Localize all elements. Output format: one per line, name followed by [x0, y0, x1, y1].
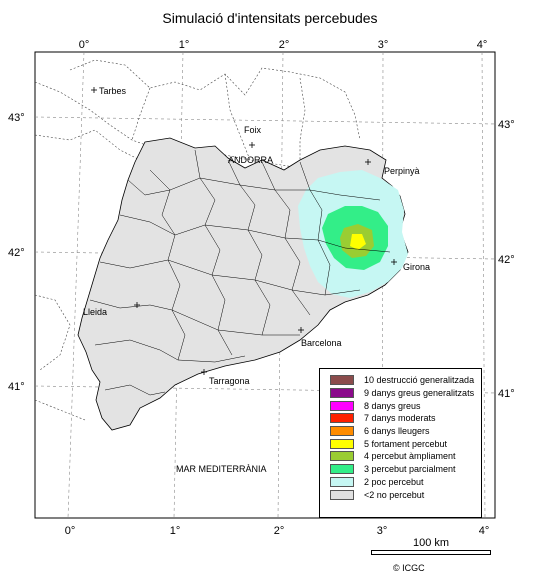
scale-label: 100 km — [412, 537, 450, 549]
legend-swatch — [330, 451, 354, 462]
place-sea: MAR MEDITERRÀNIA — [176, 464, 267, 474]
place-andorra: ANDORRA — [228, 155, 273, 165]
place-barcelona: Barcelona — [301, 338, 342, 348]
parallel-43 — [34, 116, 496, 125]
lon-bottom-4: 4° — [479, 525, 490, 537]
legend-label: 10 destrucció generalitzada — [364, 375, 475, 386]
lat-left-42: 42° — [8, 247, 25, 259]
lon-bottom-2: 2° — [274, 525, 285, 537]
border-valencia — [34, 399, 86, 421]
credit: © ICGC — [393, 563, 425, 573]
lon-top-4: 4° — [477, 39, 488, 51]
parallel-41 — [34, 385, 496, 394]
lat-right-43: 43° — [498, 119, 515, 131]
lon-bottom-1: 1° — [170, 525, 181, 537]
lon-top-3: 3° — [378, 39, 389, 51]
legend-item: 4 percebut àmpliament — [330, 450, 481, 463]
place-foix: Foix — [244, 125, 262, 135]
lon-top-0: 0° — [79, 39, 90, 51]
legend-swatch — [330, 400, 354, 411]
lon-bottom-0: 0° — [65, 525, 76, 537]
legend-label: 3 percebut parcialment — [364, 464, 456, 475]
intensity-legend: 10 destrucció generalitzada 9 danys greus… — [319, 368, 482, 518]
place-markers — [91, 87, 397, 375]
legend-swatch — [330, 413, 354, 424]
legend-swatch — [330, 489, 354, 500]
legend-item: 7 danys moderats — [330, 412, 481, 425]
place-tarbes: Tarbes — [99, 86, 127, 96]
lat-right-41: 41° — [498, 388, 515, 400]
place-girona: Girona — [403, 262, 430, 272]
scale-bar — [371, 550, 491, 555]
border-aragon — [34, 294, 71, 371]
legend-swatch — [330, 438, 354, 449]
lat-left-43: 43° — [8, 112, 25, 124]
legend-swatch — [330, 426, 354, 437]
legend-item: 6 danys lleugers — [330, 425, 481, 438]
legend-label: 8 danys greus — [364, 400, 421, 411]
comarca-boundaries — [89, 149, 391, 396]
legend-label: 6 danys lleugers — [364, 426, 430, 437]
lon-bottom-3: 3° — [377, 525, 388, 537]
legend-label: 5 fortament percebut — [364, 438, 448, 449]
legend-label: 7 danys moderats — [364, 413, 436, 424]
border-fr-dept-1 — [69, 59, 361, 141]
lon-top-2: 2° — [279, 39, 290, 51]
legend-item: 8 danys greus — [330, 399, 481, 412]
place-perpinya: Perpinyà — [384, 166, 420, 176]
legend-swatch — [330, 375, 354, 386]
legend-swatch — [330, 464, 354, 475]
legend-swatch — [330, 388, 354, 399]
legend-label: 2 poc percebut — [364, 476, 424, 487]
legend-swatch — [330, 476, 354, 487]
legend-item: 9 danys greus generalitzats — [330, 387, 481, 400]
legend-label: <2 no percebut — [364, 489, 425, 500]
neighbour-borders — [34, 59, 381, 421]
place-lleida: Lleida — [83, 307, 107, 317]
legend-item: <2 no percebut — [330, 488, 481, 501]
map-title: Simulació d'intensitats percebudes — [162, 10, 378, 26]
border-fr-dept-4 — [299, 77, 306, 168]
zone-intensity-5 — [350, 234, 366, 250]
lat-left-41: 41° — [8, 381, 25, 393]
border-spain-huesca — [34, 129, 141, 161]
legend-item: 3 percebut parcialment — [330, 463, 481, 476]
lon-top-1: 1° — [179, 39, 190, 51]
border-fr-dept-2 — [131, 87, 151, 141]
place-tarragona: Tarragona — [209, 376, 250, 386]
legend-item: 2 poc percebut — [330, 476, 481, 489]
legend-item: 10 destrucció generalitzada — [330, 374, 481, 387]
lat-right-42: 42° — [498, 254, 515, 266]
legend-label: 4 percebut àmpliament — [364, 451, 456, 462]
legend-item: 5 fortament percebut — [330, 437, 481, 450]
legend-label: 9 danys greus generalitzats — [364, 388, 475, 399]
